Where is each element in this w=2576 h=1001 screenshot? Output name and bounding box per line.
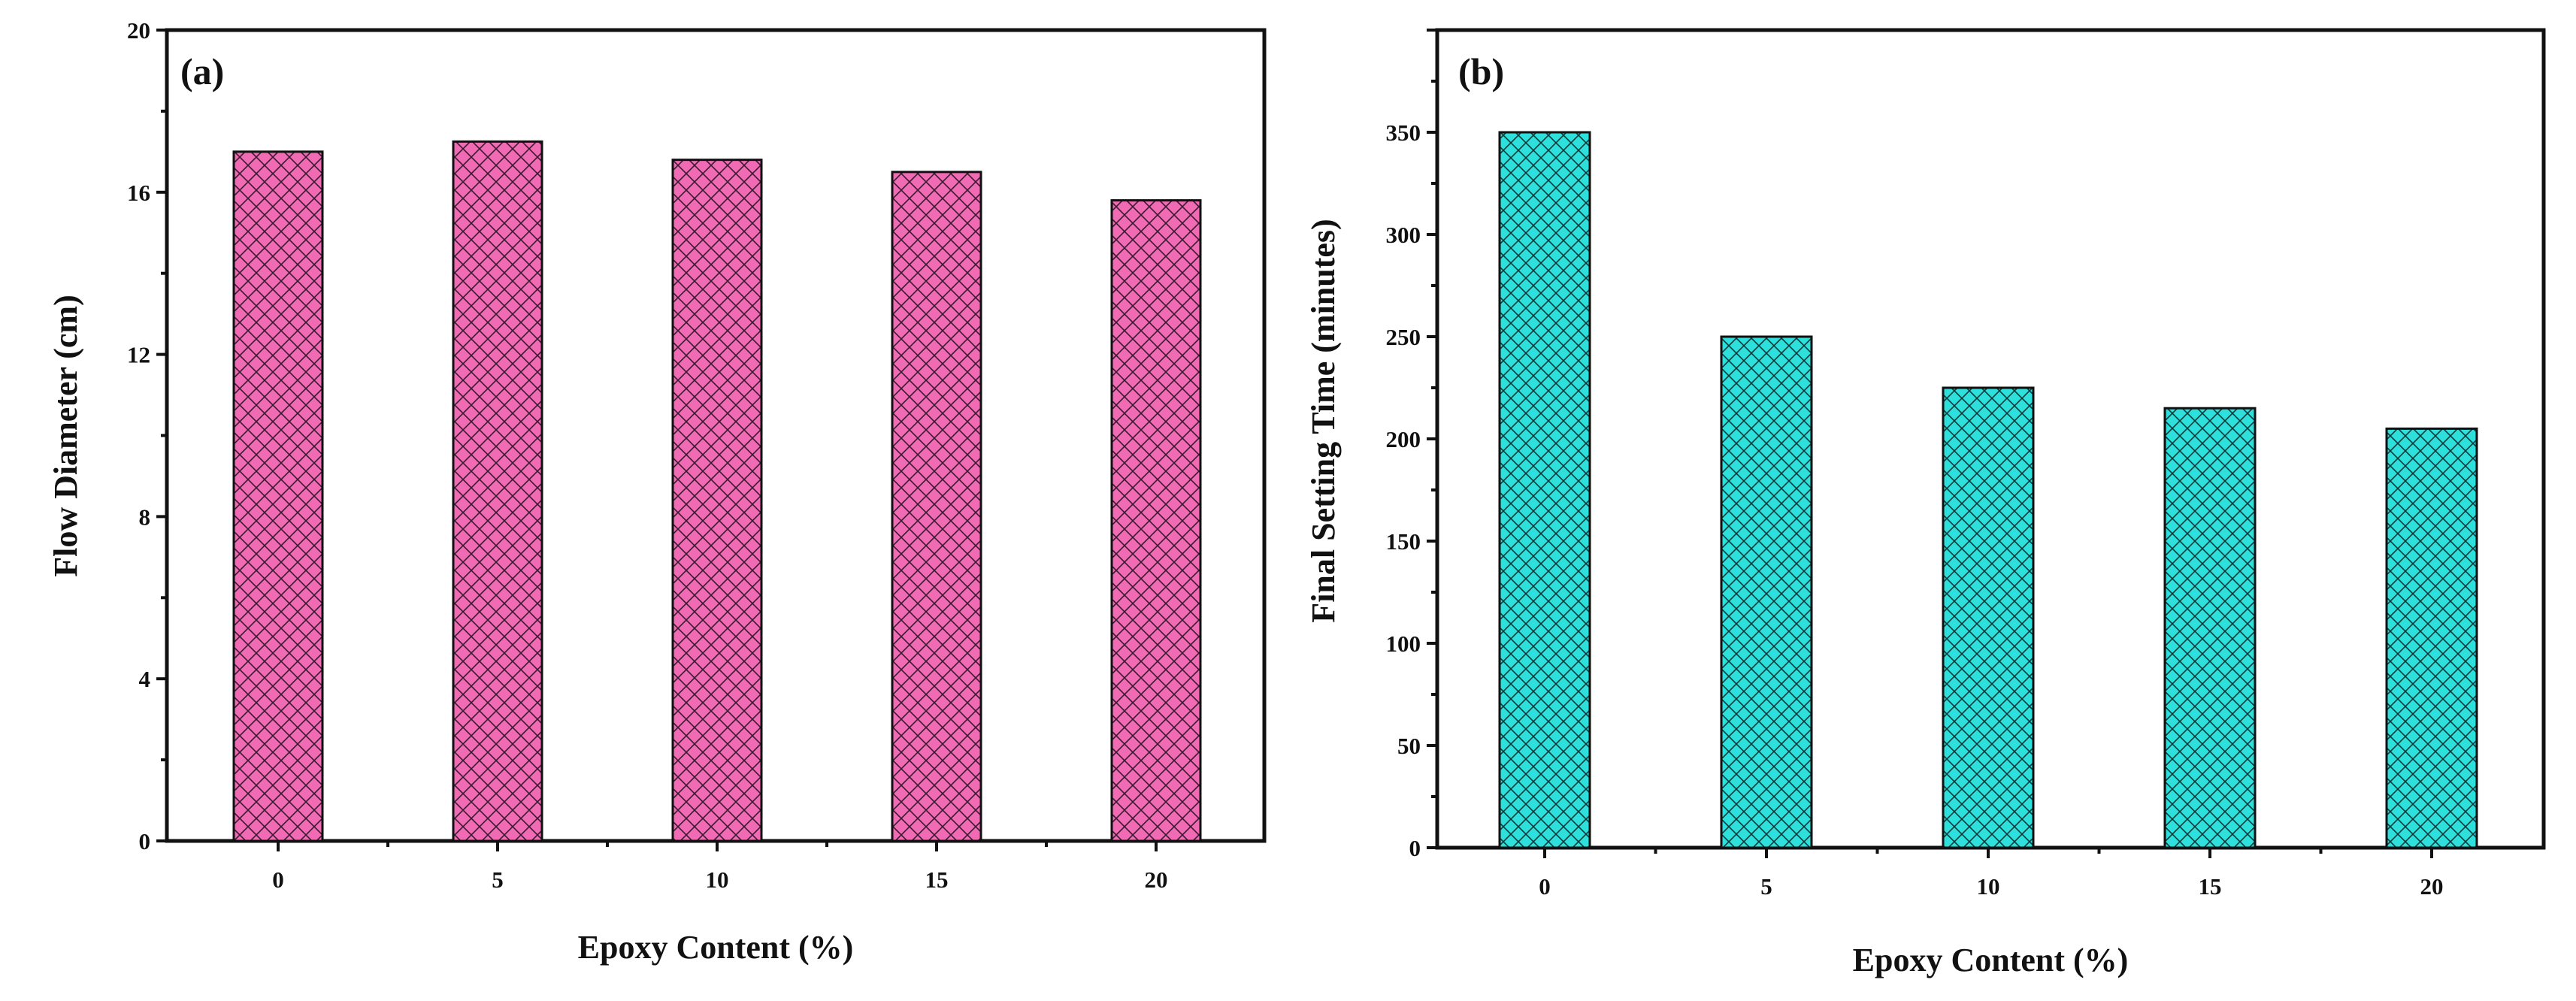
- panel-a-label: (a): [180, 50, 224, 92]
- panel-a-bar-15: [891, 171, 982, 842]
- panel-b-bar-0: [1498, 131, 1591, 849]
- panel-b-x-tick-label: 15: [2199, 873, 2222, 900]
- panel-b-final-setting-time-chart: (b) 0 50 100 150 200 250 300 350 0 5 10 15 20 Epoxy…: [1305, 28, 2546, 978]
- panel-b-x-tick-label: 10: [1977, 873, 2000, 900]
- panel-a-x-tick-label: 20: [1145, 866, 1168, 893]
- panel-a-bar-20: [1110, 199, 1202, 842]
- panel-a-y-axis-label: Flow Diameter (cm): [47, 295, 84, 576]
- panel-b-bar-5: [1720, 335, 1813, 849]
- panel-a-x-tick-label: 5: [492, 866, 504, 893]
- panel-a-x-tick-label: 0: [272, 866, 284, 893]
- panel-b-bar-15: [2163, 407, 2257, 849]
- panel-b-y-axis-label: Final Setting Time (minutes): [1305, 219, 1342, 622]
- panel-a-x-tick-label: 10: [706, 866, 729, 893]
- panel-a-bar-10: [671, 159, 763, 842]
- panel-b-y-tick-label: 100: [1386, 631, 1421, 657]
- panel-b-y-tick-label: 50: [1397, 733, 1421, 759]
- panel-a-y-tick-label: 8: [139, 504, 151, 530]
- panel-b-y-tick-label: 300: [1386, 222, 1421, 248]
- panel-b-x-tick-label: 5: [1760, 873, 1772, 900]
- panel-a-bar-5: [452, 140, 543, 842]
- panel-b-x-axis-label: Epoxy Content (%): [1853, 942, 2129, 978]
- panel-a-y-tick-label: 16: [127, 180, 150, 206]
- panel-b-y-tick-label: 350: [1386, 119, 1421, 146]
- panel-b-y-tick-label: 200: [1386, 426, 1421, 452]
- panel-a-x-axis-label: Epoxy Content (%): [578, 929, 854, 966]
- panel-b-x-tick-label: 0: [1539, 873, 1551, 900]
- panel-b-label: (b): [1458, 50, 1504, 92]
- panel-b-bar-10: [1942, 386, 2035, 849]
- panel-a-bar-0: [232, 150, 324, 842]
- panel-b-y-tick-label: 0: [1409, 835, 1421, 861]
- panel-a-x-tick-label: 15: [925, 866, 949, 893]
- panel-a-y-tick-label: 20: [127, 17, 150, 44]
- panel-a-y-tick-label: 4: [139, 666, 151, 692]
- panel-b-bar-20: [2385, 427, 2478, 849]
- panel-b-x-tick-label: 20: [2420, 873, 2444, 900]
- panel-a-y-tick-label: 12: [127, 342, 150, 368]
- panel-b-y-tick-label: 250: [1386, 324, 1421, 350]
- panel-b-y-tick-label: 150: [1386, 528, 1421, 555]
- panel-a-flow-diameter-chart: (a) 0 4 8 12 16 20 0 5 10 15 20 Epoxy Content (%)…: [47, 17, 1267, 966]
- panel-a-y-tick-label: 0: [139, 828, 151, 854]
